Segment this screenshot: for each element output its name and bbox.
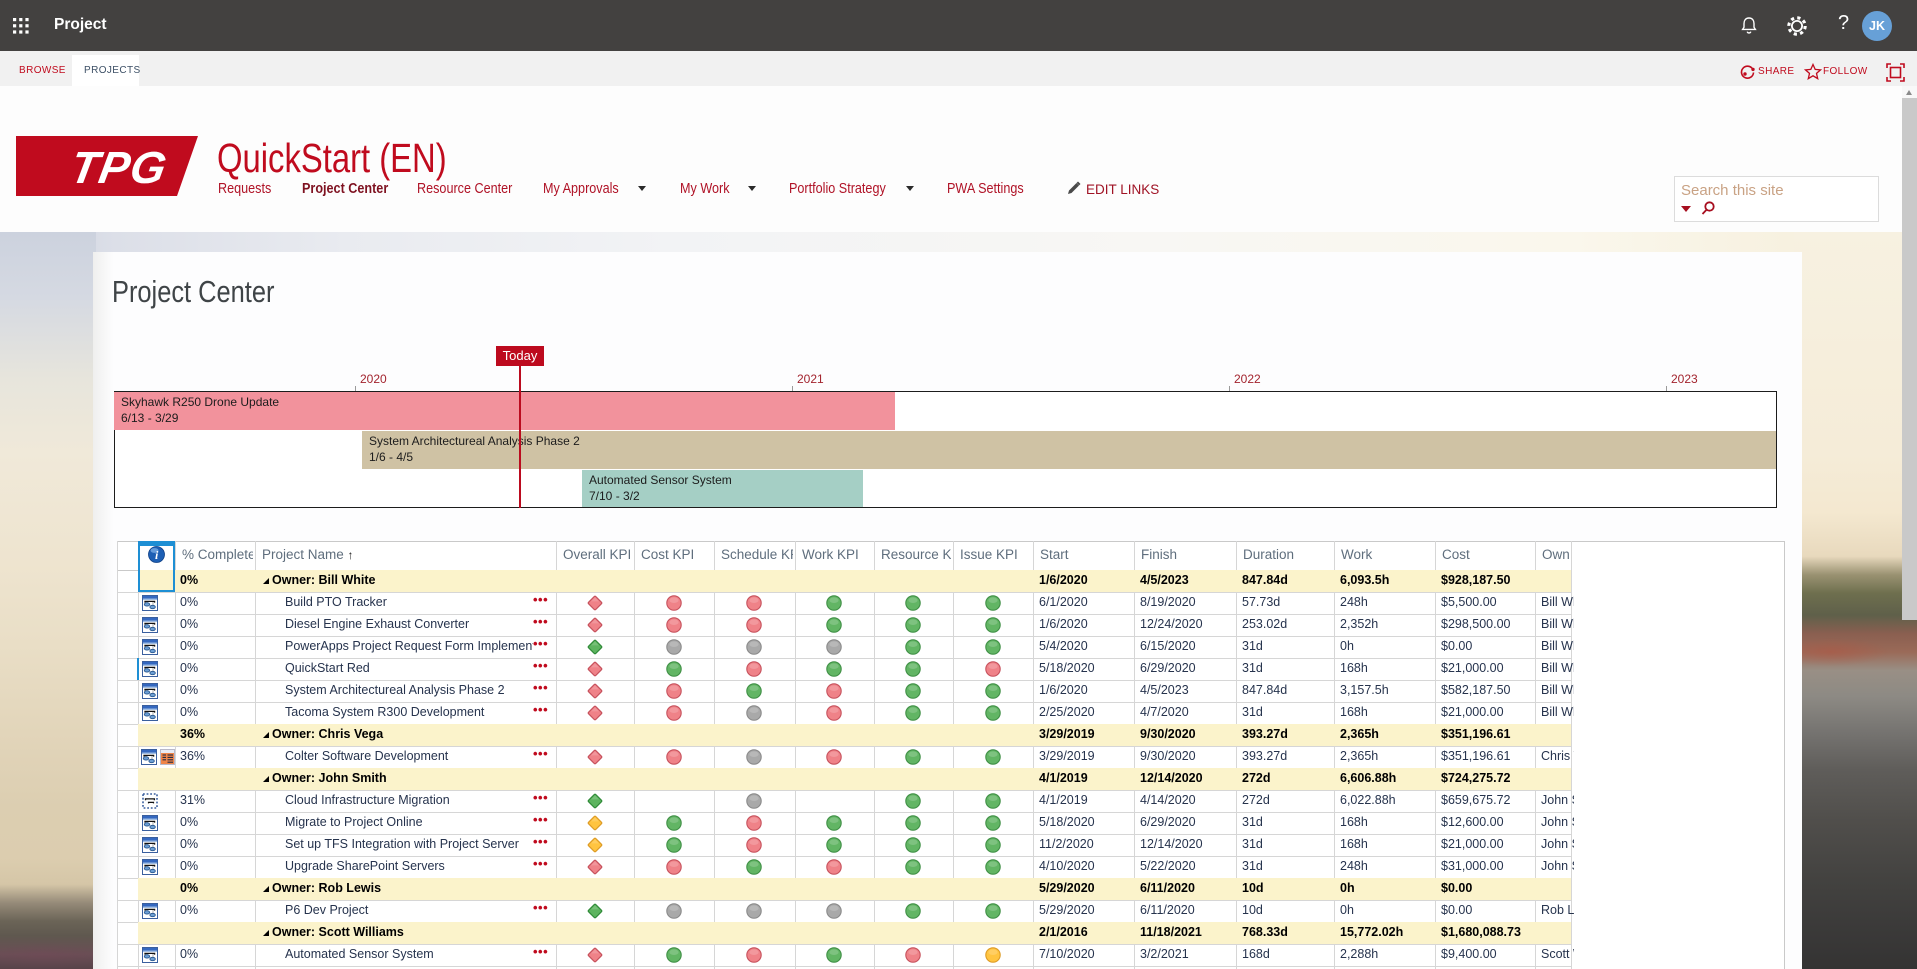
svg-text:i: i	[155, 548, 159, 562]
svg-text:TPG: TPG	[67, 142, 171, 193]
